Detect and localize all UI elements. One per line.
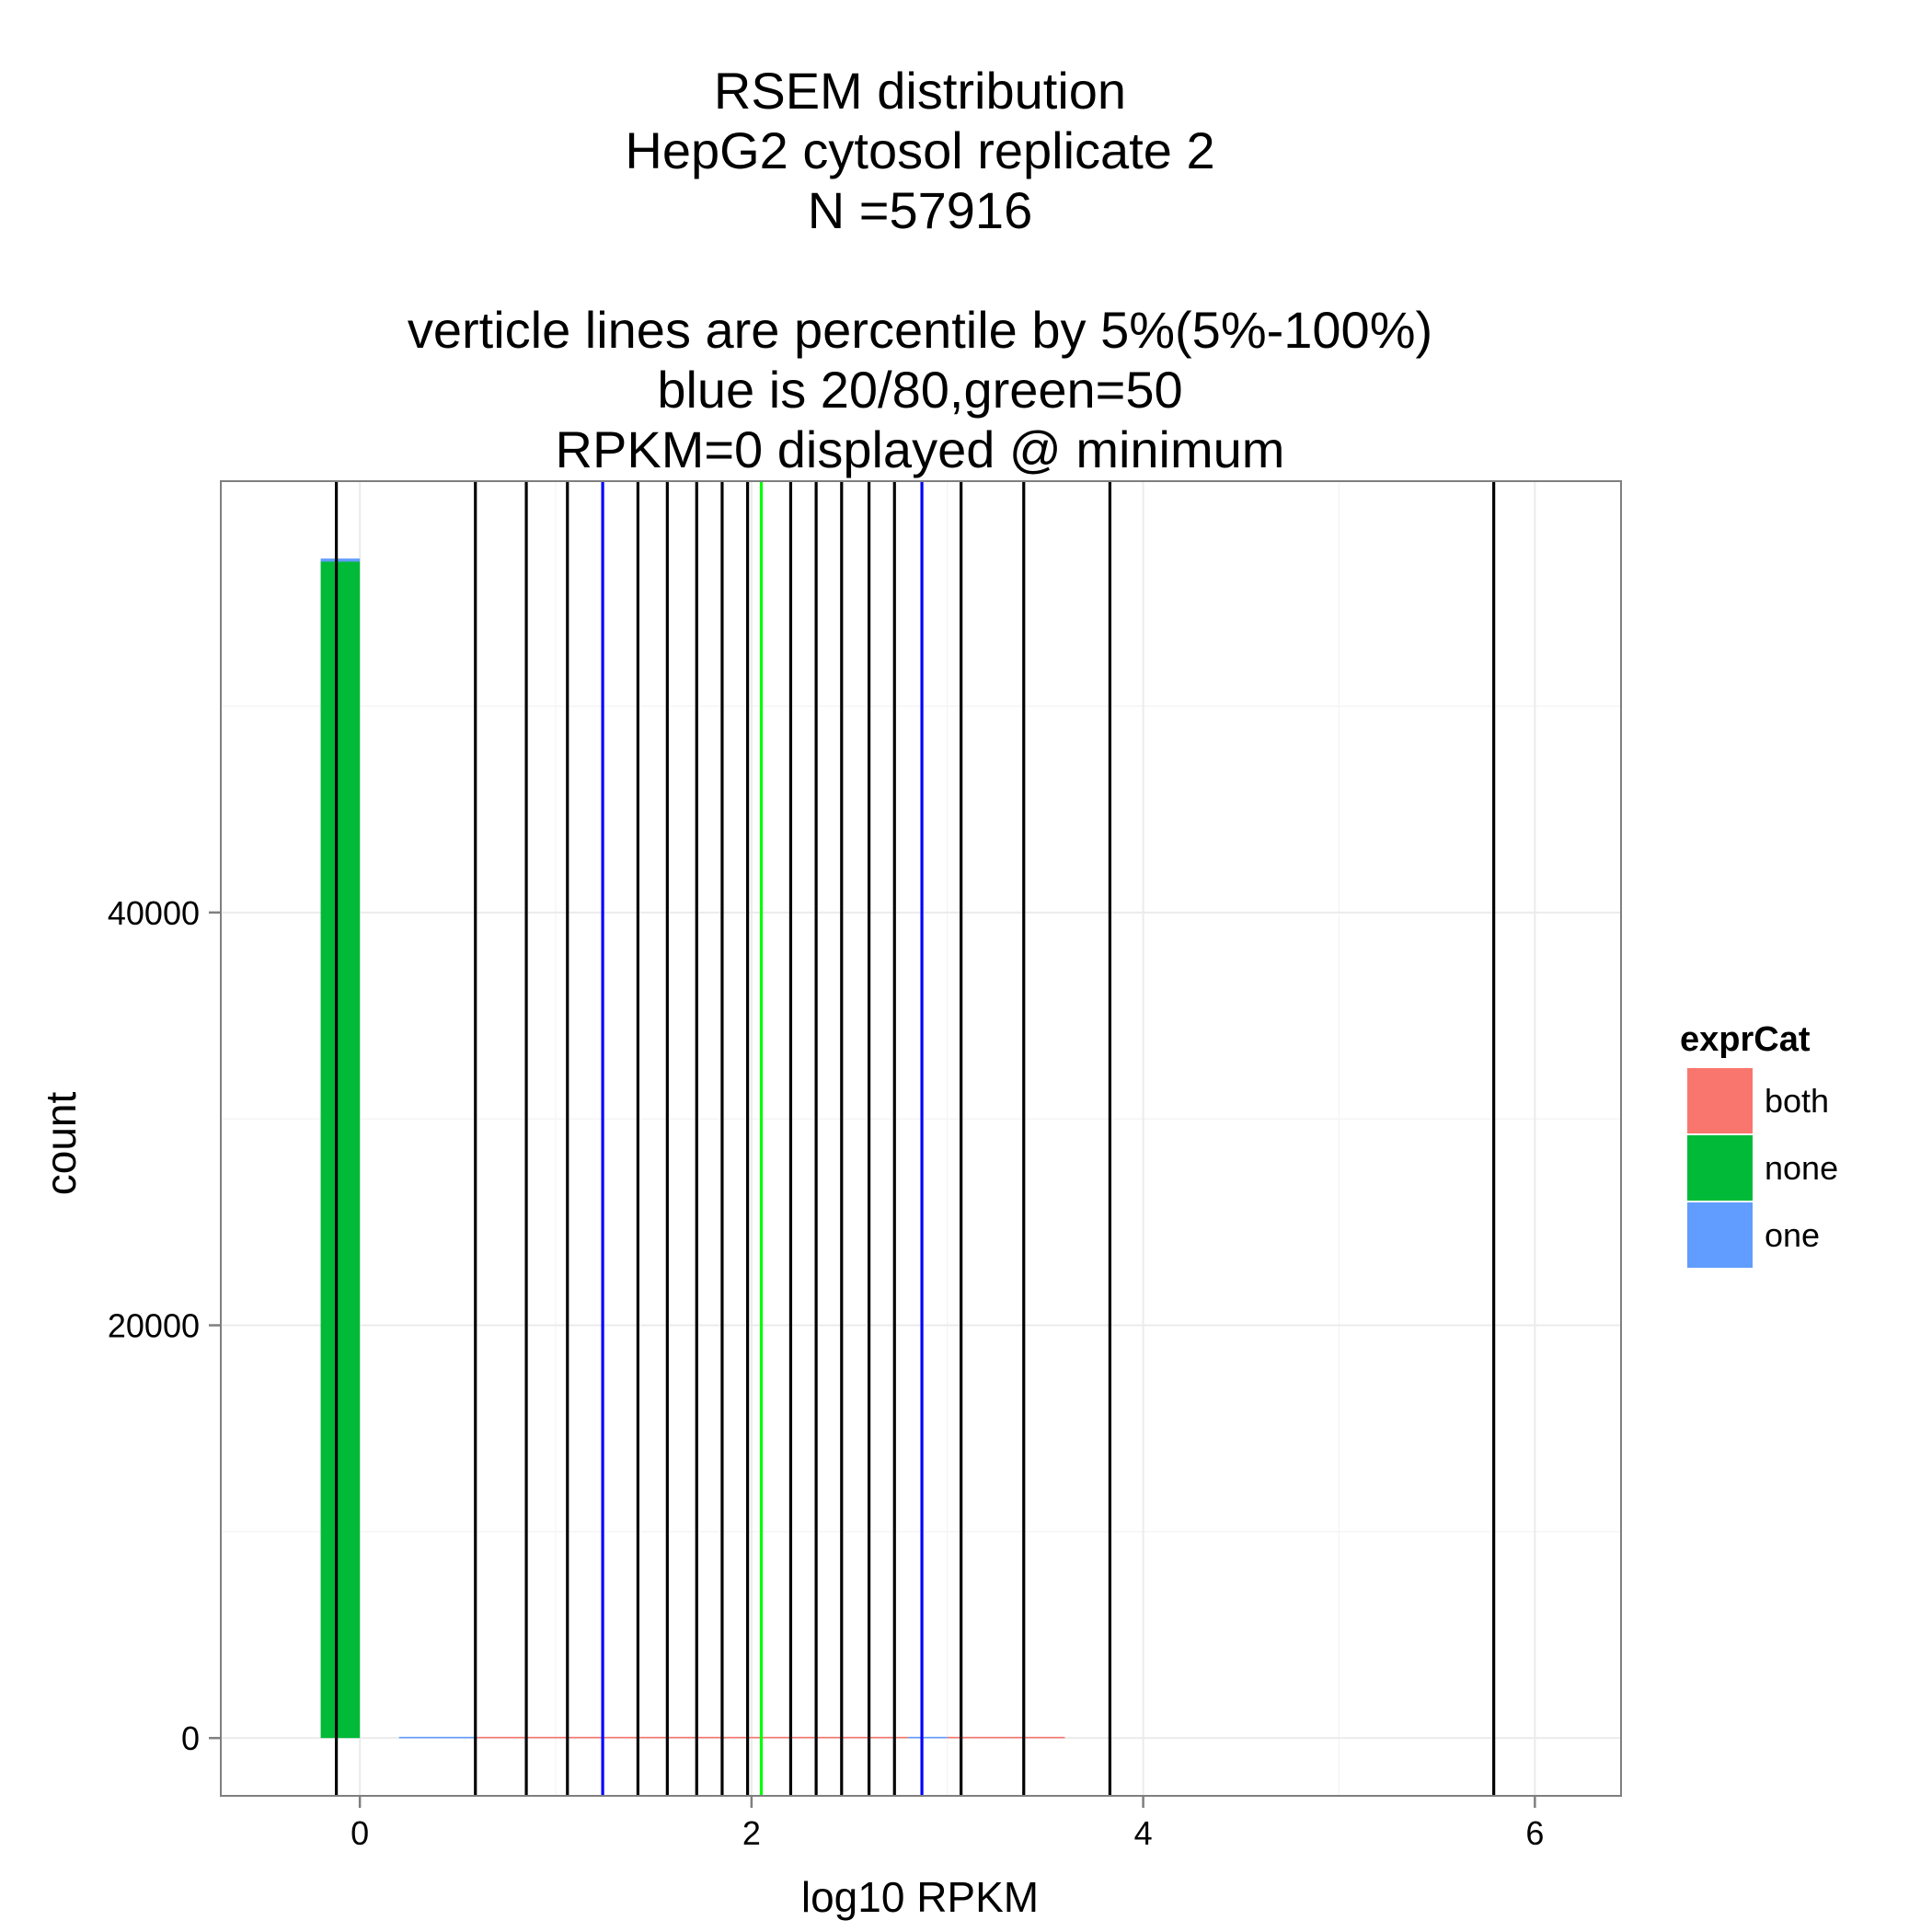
histogram-bar-none <box>320 561 361 1739</box>
y-axis-label: count <box>37 1092 85 1196</box>
x-axis-label: log10 RPKM <box>801 1873 1039 1921</box>
legend-swatch-one <box>1685 1201 1754 1270</box>
title-line: RSEM distribution <box>714 62 1126 120</box>
x-tick-label: 6 <box>1525 1814 1544 1852</box>
x-axis: 0 2 4 6 <box>351 1796 1544 1852</box>
y-tick-label: 20000 <box>108 1307 200 1345</box>
title-line: HepG2 cytosol replicate 2 <box>625 121 1214 179</box>
histogram-bar-both <box>477 1736 909 1739</box>
title-line: verticle lines are percentile by 5%(5%-1… <box>408 301 1432 359</box>
y-axis: 0 20000 40000 <box>108 894 221 1757</box>
histogram-bar-one <box>398 1736 477 1739</box>
histogram-bar-one <box>320 558 361 562</box>
x-tick-label: 2 <box>742 1814 761 1852</box>
x-tick-label: 4 <box>1134 1814 1153 1852</box>
x-tick-label: 0 <box>351 1814 369 1852</box>
plot-panel <box>220 480 1622 1797</box>
histogram-bar-both <box>947 1736 1065 1739</box>
panel-border <box>220 480 1622 1797</box>
legend-label-one: one <box>1765 1216 1820 1254</box>
y-tick-label: 0 <box>181 1719 200 1757</box>
legend-label-none: none <box>1765 1149 1838 1187</box>
title-line: N =57916 <box>808 181 1032 239</box>
histogram-bar-one <box>908 1736 948 1739</box>
legend-swatch-none <box>1685 1133 1754 1202</box>
legend-label-both: both <box>1765 1082 1829 1120</box>
legend-swatch-both <box>1685 1066 1754 1135</box>
legend: exprCat both none one <box>1680 1020 1838 1270</box>
title-line: blue is 20/80,green=50 <box>657 361 1182 419</box>
title-line: RPKM=0 displayed @ minimum <box>556 420 1285 478</box>
y-tick-label: 40000 <box>108 894 200 932</box>
legend-title: exprCat <box>1680 1020 1811 1059</box>
